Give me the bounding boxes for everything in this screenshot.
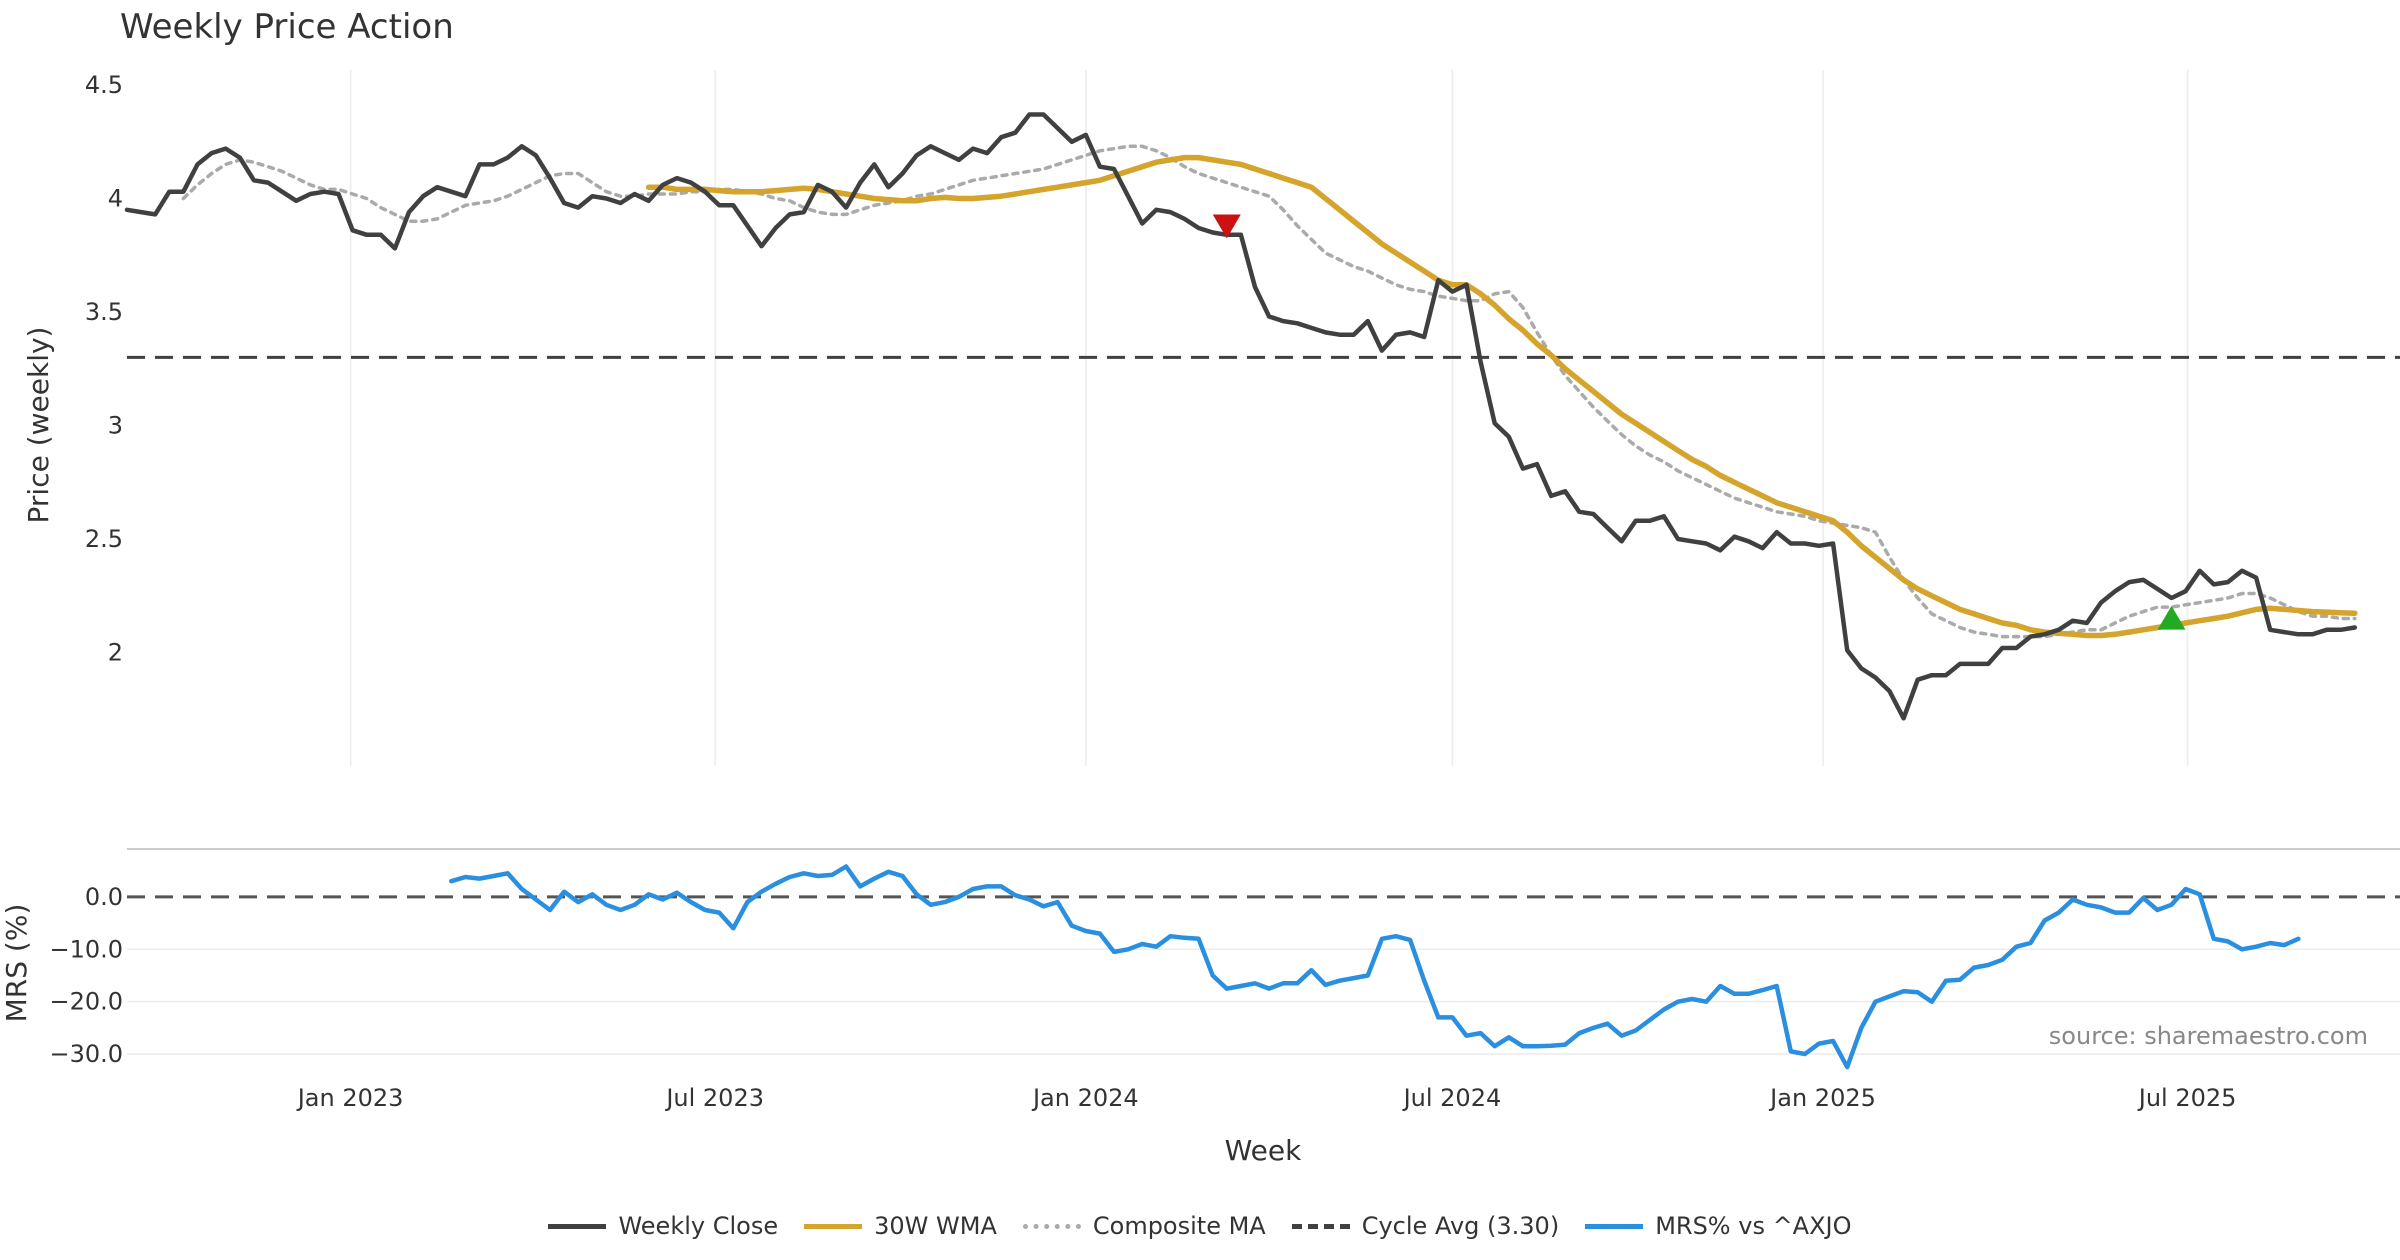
legend-label: MRS% vs ^AXJO bbox=[1655, 1212, 1852, 1240]
x-axis-label: Week bbox=[1225, 1134, 1302, 1167]
chart-legend: Weekly Close 30W WMA Composite MA Cycle Avg… bbox=[0, 1212, 2400, 1240]
legend-label: Weekly Close bbox=[618, 1212, 779, 1240]
price-series-group bbox=[124, 112, 2400, 721]
mrs-mrs-vs-axjo-line bbox=[449, 864, 2301, 1070]
price-gridlines bbox=[349, 70, 2189, 766]
mrs-y-tick-label: 0.0 bbox=[85, 883, 123, 911]
mrs-y-axis-label: MRS (%) bbox=[0, 904, 33, 1023]
legend-swatch bbox=[1022, 1223, 1081, 1229]
signal-markers bbox=[1212, 214, 2186, 630]
price-y-tick-label: 3.5 bbox=[85, 298, 123, 326]
buy-signal-marker bbox=[2157, 605, 2186, 630]
sell-signal-marker bbox=[1212, 214, 1241, 239]
mrs-series-group bbox=[127, 864, 2400, 1070]
price-y-tick-label: 4 bbox=[108, 185, 123, 213]
price-y-tick-label: 3 bbox=[108, 412, 123, 440]
mrs-y-ticks: 0.0 −10.0 −20.0 −30.0 bbox=[49, 883, 123, 1068]
mrs-y-tick-label: −20.0 bbox=[49, 988, 123, 1016]
mrs-gridlines bbox=[127, 948, 2400, 1055]
price-y-axis-label: Price (weekly) bbox=[22, 327, 55, 524]
x-tick-label: Jan 2025 bbox=[1768, 1084, 1876, 1112]
x-tick-label: Jul 2024 bbox=[1402, 1084, 1502, 1112]
x-tick-label: Jul 2023 bbox=[664, 1084, 764, 1112]
legend-item-30w-wma: 30W WMA bbox=[804, 1212, 997, 1240]
x-ticks: Jan 2023 Jul 2023 Jan 2024 Jul 2024 Jan 2025… bbox=[296, 1084, 2237, 1112]
chart-title: Weekly Price Action bbox=[120, 7, 454, 47]
legend-swatch bbox=[804, 1223, 863, 1229]
legend-swatch bbox=[1585, 1223, 1644, 1229]
price-composite-ma-line bbox=[181, 144, 2357, 639]
legend-item-composite-ma: Composite MA bbox=[1022, 1212, 1266, 1240]
price-y-tick-label: 2 bbox=[108, 639, 123, 667]
legend-label: Cycle Avg (3.30) bbox=[1361, 1212, 1560, 1240]
x-tick-label: Jul 2025 bbox=[2137, 1084, 2237, 1112]
price-y-ticks: 2 2.5 3 3.5 4 4.5 bbox=[85, 71, 123, 667]
source-note: source: sharemaestro.com bbox=[2049, 1022, 2368, 1050]
price-y-tick-label: 4.5 bbox=[85, 71, 123, 99]
price-y-tick-label: 2.5 bbox=[85, 525, 123, 553]
price-weekly-close-line bbox=[124, 112, 2358, 721]
price-30w-wma-line bbox=[645, 154, 2358, 639]
mrs-y-tick-label: −30.0 bbox=[49, 1040, 123, 1068]
x-tick-label: Jan 2024 bbox=[1031, 1084, 1139, 1112]
x-tick-label: Jan 2023 bbox=[296, 1084, 404, 1112]
mrs-y-tick-label: −10.0 bbox=[49, 935, 123, 963]
legend-item-weekly-close: Weekly Close bbox=[548, 1212, 778, 1240]
legend-label: 30W WMA bbox=[874, 1212, 997, 1240]
legend-swatch bbox=[548, 1223, 607, 1229]
legend-item-mrs-vs-axjo: MRS% vs ^AXJO bbox=[1585, 1212, 1852, 1240]
legend-label: Composite MA bbox=[1092, 1212, 1266, 1240]
legend-swatch bbox=[1291, 1223, 1350, 1229]
legend-item-cycle-avg-3-30: Cycle Avg (3.30) bbox=[1291, 1212, 1560, 1240]
